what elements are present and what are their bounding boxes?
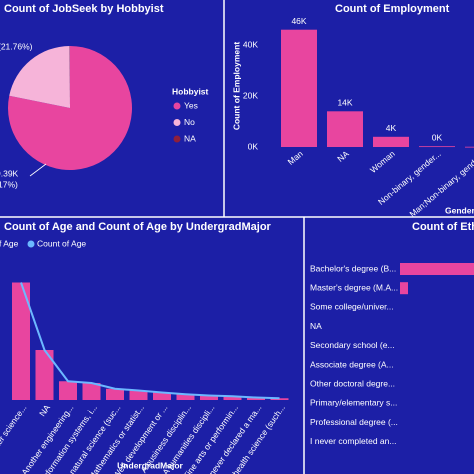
data-label: 17%) (0, 179, 18, 189)
x-axis-label: Gender (445, 205, 474, 215)
y-tick-label: Associate degree (A... (310, 359, 394, 369)
legend-label: NA (184, 133, 196, 143)
bar (247, 397, 265, 400)
y-tick-label: Professional degree (... (310, 417, 398, 427)
data-label: 0K (432, 132, 443, 142)
y-tick-label: Bachelor's degree (B... (310, 263, 396, 273)
y-tick-label: 40K (243, 39, 258, 49)
legend-marker (173, 135, 181, 143)
pie-slice (9, 46, 71, 108)
bar (465, 146, 474, 148)
x-axis-label: UndergradMajor (117, 460, 183, 470)
data-label: 4K (386, 123, 397, 133)
legend-marker (173, 102, 181, 110)
bar (400, 263, 474, 275)
bar (59, 381, 77, 400)
bar (82, 383, 101, 400)
chart-title: Count of Age and Count of Age by Undergr… (4, 221, 272, 233)
y-tick-label: Master's degree (M.A... (310, 282, 398, 292)
bar (373, 136, 409, 147)
legend-label: f Age (0, 238, 19, 248)
chart-title: Count of Employment (335, 3, 450, 15)
y-axis-label: Count of Employment (231, 42, 241, 130)
chart-title: Count of Eth (412, 221, 474, 233)
legend-title: Hobbyist (172, 86, 209, 96)
y-tick-label: Some college/univer... (310, 302, 394, 312)
leader-line (29, 163, 47, 177)
legend-label: Yes (184, 100, 198, 110)
y-tick-label: 0K (248, 141, 259, 151)
line (20, 282, 280, 400)
bar (270, 398, 289, 400)
bar (281, 29, 317, 148)
data-label: (21.76%) (0, 41, 33, 51)
y-tick-label: Secondary school (e... (310, 340, 395, 350)
bar (12, 282, 30, 400)
legend-marker (27, 240, 35, 248)
y-tick-label: 20K (243, 90, 258, 100)
bar (400, 282, 408, 295)
data-label: 9.39K (0, 168, 19, 178)
bar (176, 394, 195, 400)
bar (129, 390, 148, 400)
bar (200, 395, 218, 400)
y-tick-label: I never completed an... (310, 436, 396, 446)
y-tick-label: Other doctoral degre... (310, 378, 395, 388)
legend-marker (173, 119, 181, 126)
data-label: 46K (291, 16, 306, 26)
legend-label: Count of Age (37, 238, 86, 248)
chart-title: Count of JobSeek by Hobbyist (4, 3, 164, 15)
legend-label: No (184, 117, 195, 127)
y-tick-label: Primary/elementary s... (310, 398, 397, 408)
data-label: 14K (337, 98, 352, 108)
bar (153, 392, 171, 400)
bar (223, 396, 242, 400)
y-tick-label: NA (310, 321, 322, 331)
bar (419, 146, 455, 148)
bar (327, 111, 363, 147)
bar (35, 350, 54, 400)
bar (106, 388, 124, 400)
